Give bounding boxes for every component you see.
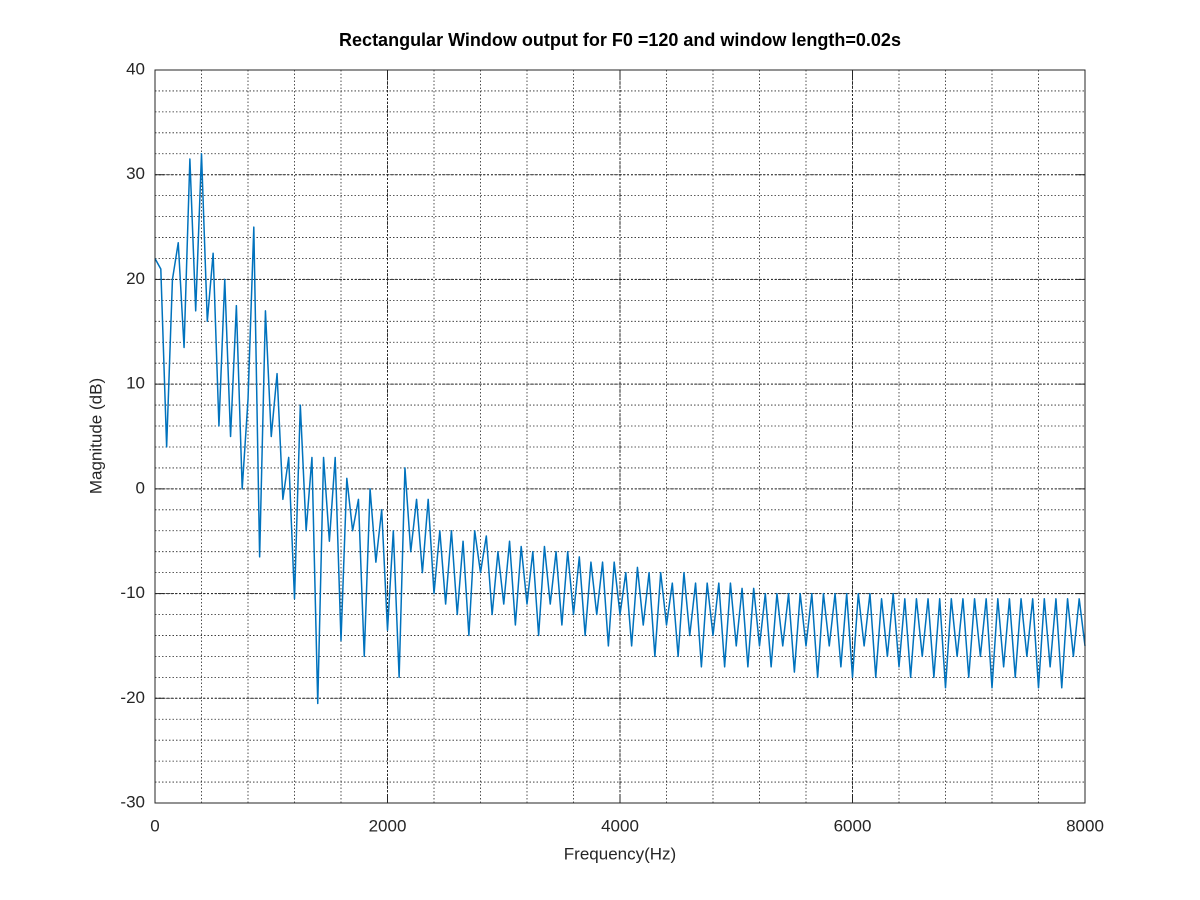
x-tick-label: 2000 [369, 816, 407, 835]
y-tick-label: -10 [120, 583, 145, 602]
x-tick-label: 8000 [1066, 816, 1104, 835]
y-tick-label: 10 [126, 374, 145, 393]
y-tick-label: -20 [120, 688, 145, 707]
y-tick-label: 40 [126, 59, 145, 78]
x-tick-label: 4000 [601, 816, 639, 835]
x-axis-label: Frequency(Hz) [564, 844, 676, 863]
y-tick-label: 0 [136, 478, 145, 497]
y-tick-label: 20 [126, 269, 145, 288]
x-tick-label: 6000 [834, 816, 872, 835]
y-axis-label: Magnitude (dB) [86, 378, 105, 494]
x-tick-label: 0 [150, 816, 159, 835]
y-tick-label: -30 [120, 792, 145, 811]
chart-title: Rectangular Window output for F0 =120 an… [339, 30, 901, 50]
plot-area [155, 70, 1085, 803]
data-line [154, 153, 1086, 705]
axes-box [154, 69, 1086, 804]
y-tick-label: 30 [126, 164, 145, 183]
